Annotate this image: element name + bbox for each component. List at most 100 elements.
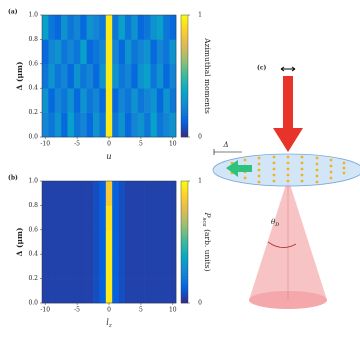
heatmap-cell [156,39,164,65]
heatmap-cell [86,112,94,138]
heatmap-cell [137,39,145,65]
heatmap-cell [144,205,151,231]
heatmap-cell [67,112,75,138]
heatmap-cell [99,63,107,89]
colorbar-band [181,100,188,104]
heatmap-cell [169,254,177,279]
heatmap-cell [80,39,87,65]
colorbar-band [181,57,188,62]
heatmap-cell [48,229,56,255]
heatmap-cell [118,88,126,113]
colorbar-band [181,94,188,98]
heatmap-cell [80,229,87,255]
colorbar-band [181,106,188,110]
heatmap-cell [112,63,119,89]
heatmap-cell [61,254,68,279]
colorbar-band [181,69,188,74]
colorbar-tick-label: 0 [198,300,202,307]
x-tick-label: -5 [74,141,80,148]
heatmap-cell [156,205,164,231]
heatmap-cell [124,229,132,255]
heatmap-cell [131,254,139,279]
x-tick-label: 5 [139,141,143,148]
delta-bar [213,149,242,155]
heatmap-cell [80,278,87,304]
colorbar-band [181,39,188,43]
colorbar-band [181,196,188,200]
heatmap-panel: -10 -5 0 5 10 0.0 0.2 0.4 0.6 0.8 1.0 (b) lz Δ (μm) 0 1… [8,175,212,329]
colorbar-band [181,266,188,270]
colorbar-band [181,287,188,292]
heatmap-cell [156,15,164,40]
heatmap-cell [73,254,81,279]
x-axis-label: lz [106,318,112,329]
heatmap-cell [163,205,170,231]
heatmap-cell [80,88,87,113]
colorbar-band [181,33,188,37]
x-tick-label: 0 [107,141,111,148]
heatmap-cell [118,254,126,279]
heatmap-cell [131,15,139,40]
x-tick-label: 5 [139,307,143,314]
heatmap-cell [48,63,56,89]
heatmap-cell [54,88,62,113]
x-tick-label: 0 [107,307,111,314]
heatmap-cell [99,181,107,206]
heatmap-cell [150,229,158,255]
heatmap-cell [73,181,81,206]
heatmap-cell [150,39,158,65]
y-tick-label: 1.0 [28,178,38,185]
colorbar-band [181,290,188,295]
colorbar-band [181,181,188,185]
colorbar-frame [180,180,189,304]
colorbar-band [181,269,188,273]
heatmap-cell [61,229,68,255]
heatmap-cell [67,254,75,279]
heatmap-cell [137,205,145,231]
colorbar-band [181,190,188,194]
colorbar-band [181,66,188,71]
heatmap-cell [163,278,170,304]
heatmap-cell [112,112,119,138]
heatmap-cell [137,181,145,206]
heatmap-cell [150,88,158,113]
heatmap-cell [156,254,164,279]
colorbar-band [181,199,188,203]
heatmap-cell [105,205,113,231]
heatmap-cell [42,39,49,65]
heatmap-cell [118,112,126,138]
heatmap-cell [112,254,119,279]
heatmap-cell [54,181,62,206]
panel-label: (c) [257,65,266,72]
diagram: (c) Δ θD [212,65,360,309]
colorbar-band [181,232,188,237]
heatmap-cell [54,39,62,65]
heatmap-cell [48,181,56,206]
heatmap-cell [99,205,107,231]
heatmap-cell [42,181,49,206]
heatmap-cell [112,39,119,65]
heatmap-cell [61,205,68,231]
heatmap-cell [105,254,113,279]
heatmap-cell [61,15,68,40]
colorbar-band [181,272,188,276]
heatmap-cell [124,88,132,113]
heatmap-cell [73,15,81,40]
heatmap-cell [163,229,170,255]
heatmap-cell [61,278,68,304]
heatmap-cell [118,181,126,206]
y-tick-label: 0.8 [28,36,38,43]
heatmap-cell [93,63,100,89]
y-axis-label: Δ (μm) [15,228,24,257]
colorbar-band [181,124,188,129]
heatmap-cell [144,88,151,113]
heatmap-cell [144,254,151,279]
heatmap-cell [99,39,107,65]
heatmap-cell [73,63,81,89]
heatmap-cell [105,278,113,304]
colorbar-band [181,254,188,258]
colorbar-band [181,118,188,123]
heatmap-cell [67,229,75,255]
colorbar-band [181,15,188,19]
heatmap-cell [99,15,107,40]
